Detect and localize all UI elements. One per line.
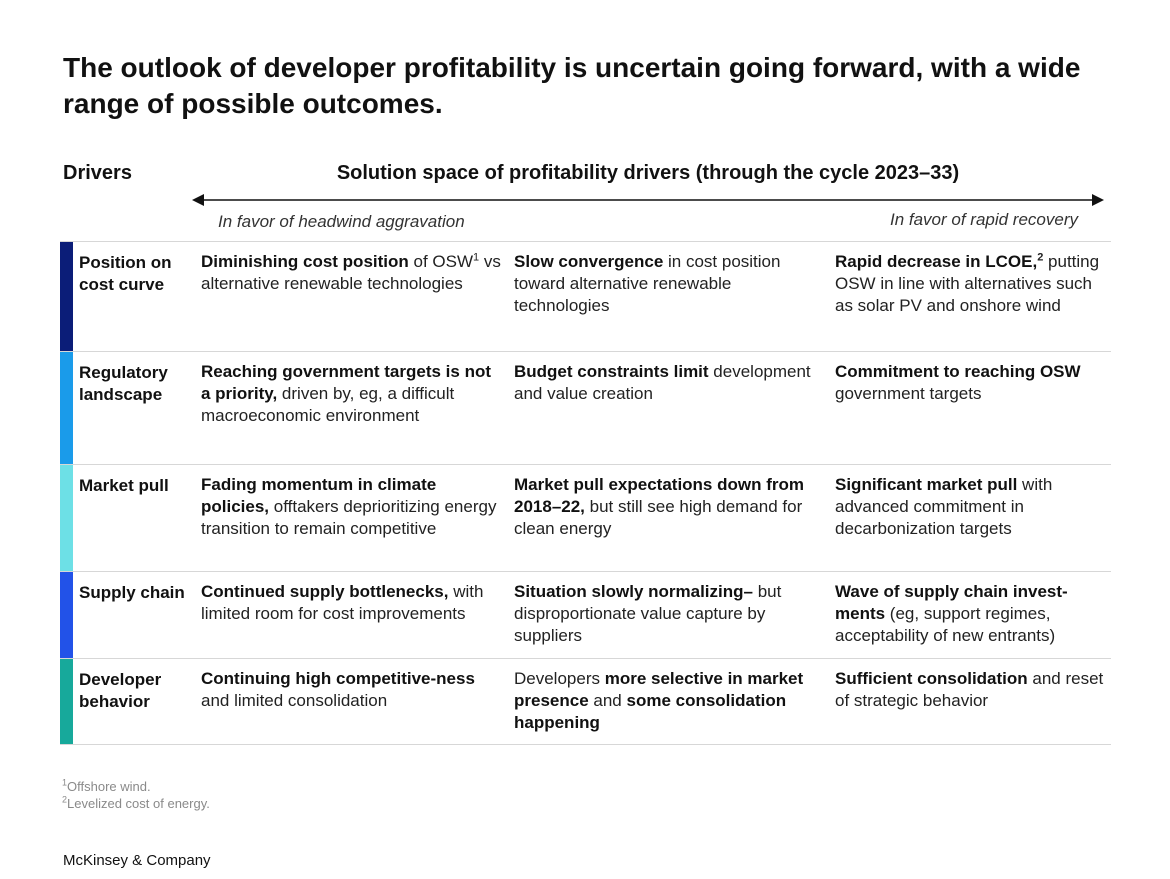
recovery-cell: Sufficient consolidation and reset of st…: [835, 659, 1111, 744]
cell-text: but disproportionate value capture by su…: [514, 582, 782, 645]
driver-label: Regulatory landscape: [79, 363, 168, 404]
row-color-bar: [60, 659, 73, 744]
cell-text: development and value creation: [514, 362, 811, 403]
cell-text: more selective in market presence: [514, 669, 804, 710]
middle-cell: Developers more selective in market pres…: [514, 659, 835, 744]
middle-cell: Market pull expectations down from 2018–…: [514, 465, 835, 571]
drivers-column-header: Drivers: [63, 162, 132, 184]
recovery-cell: Wave of supply chain invest-ments (eg, s…: [835, 572, 1111, 658]
cell-text: Reaching government targets is not a pri…: [201, 362, 491, 403]
cell-text: and: [588, 691, 627, 710]
recovery-cell: Significant market pull with advanced co…: [835, 465, 1111, 571]
footnote-mark: 2: [1037, 251, 1044, 264]
row-color-bar: [60, 352, 73, 464]
cell-text: government targets: [835, 384, 982, 403]
headwind-cell: Fading momentum in climate policies, off…: [201, 465, 514, 571]
cell-text: driven by, eg, a difficult macroeconomic…: [201, 384, 455, 425]
driver-label: Market pull: [79, 476, 169, 495]
cell-text: Significant market pull: [835, 475, 1018, 494]
cell-text: with limited room for cost improvements: [201, 582, 484, 623]
cell-text: of OSW: [408, 252, 474, 271]
headwind-label: In favor of headwind aggravation: [218, 212, 465, 231]
table-row-developer: Developer behavior Continuing high compe…: [60, 659, 1111, 745]
cell-text: and reset of strategic behavior: [835, 669, 1104, 710]
headwind-cell: Continued supply bottlenecks, with limit…: [201, 572, 514, 658]
cell-text: Continuing high competitive-ness: [201, 669, 475, 688]
table-row-position: Position on cost curve Diminishing cost …: [60, 242, 1111, 352]
cell-text: but still see high demand for clean ener…: [514, 497, 803, 538]
cell-text: Commitment to reaching OSW: [835, 362, 1081, 381]
page-title: The outlook of developer profitability i…: [63, 52, 1081, 119]
headwind-cell: Reaching government targets is not a pri…: [201, 352, 514, 464]
driver-label: Position on cost curve: [79, 253, 172, 294]
cell-text: Slow convergence: [514, 252, 664, 271]
footnote-mark: 1: [473, 251, 480, 264]
driver-label: Supply chain: [79, 583, 185, 602]
headwind-cell: Continuing high competitive-ness and lim…: [201, 659, 514, 744]
table-row-regulatory: Regulatory landscape Reaching government…: [60, 352, 1111, 465]
footnote: 2Levelized cost of energy.: [62, 794, 210, 811]
middle-cell: Slow convergence in cost position toward…: [514, 242, 835, 351]
cell-text: Diminishing cost position: [201, 252, 409, 271]
cell-text: some consolidation happening: [514, 691, 787, 732]
cell-text: and limited consolidation: [201, 691, 388, 710]
driver-label: Developer behavior: [79, 670, 162, 711]
cell-text: Fading momentum in climate policies,: [201, 475, 437, 516]
row-color-bar: [60, 242, 73, 351]
cell-text: putting OSW in line with alternatives su…: [835, 252, 1100, 315]
cell-text: (eg, support regimes, acceptability of n…: [835, 604, 1056, 645]
cell-text: in cost position toward alternative rene…: [514, 252, 781, 315]
double-arrow-icon: [192, 194, 1104, 206]
cell-text: vs alternative renewable technologies: [201, 252, 501, 293]
row-color-bar: [60, 572, 73, 658]
cell-text: Market pull expectations down from 2018–…: [514, 475, 804, 516]
drivers-table: Position on cost curve Diminishing cost …: [60, 241, 1111, 745]
table-row-market: Market pull Fading momentum in climate p…: [60, 465, 1111, 572]
cell-text: Rapid decrease in LCOE,: [835, 252, 1038, 271]
cell-text: Budget constraints limit: [514, 362, 709, 381]
recovery-label: In favor of rapid recovery: [889, 210, 1078, 229]
middle-cell: Situation slowly normalizing– but dispro…: [514, 572, 835, 658]
recovery-cell: Commitment to reaching OSW government ta…: [835, 352, 1111, 464]
table-row-supply: Supply chain Continued supply bottleneck…: [60, 572, 1111, 659]
cell-text: Developers: [514, 669, 605, 688]
cell-text: with advanced commitment in decarbonizat…: [835, 475, 1053, 538]
row-color-bar: [60, 465, 73, 571]
headwind-cell: Diminishing cost position of OSW1 vs alt…: [201, 242, 514, 351]
cell-text: offtakers deprioritizing energy transiti…: [201, 497, 497, 538]
cell-text: Situation slowly normalizing–: [514, 582, 753, 601]
recovery-cell: Rapid decrease in LCOE,2 putting OSW in …: [835, 242, 1111, 351]
cell-text: Continued supply bottlenecks,: [201, 582, 449, 601]
solution-space-header: Solution space of profitability drivers …: [336, 162, 960, 184]
brand-logo-text: McKinsey & Company: [63, 852, 211, 869]
middle-cell: Budget constraints limit development and…: [514, 352, 835, 464]
footnote: 1Offshore wind.: [62, 777, 151, 794]
cell-text: Wave of supply chain invest-ments: [835, 582, 1068, 623]
cell-text: Sufficient consolidation: [835, 669, 1028, 688]
